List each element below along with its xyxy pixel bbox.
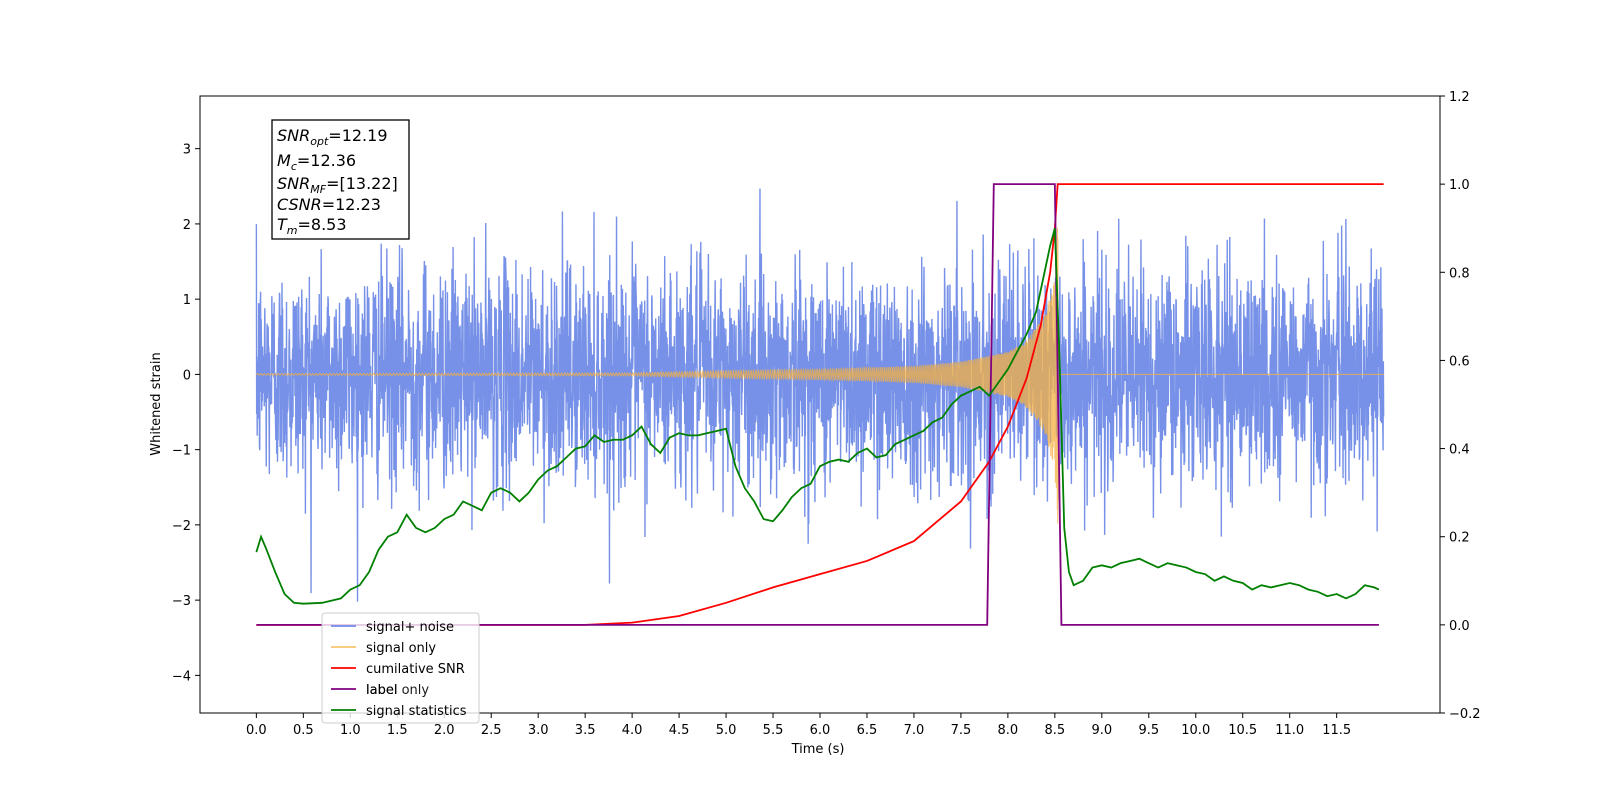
annotation-value: =12.19	[328, 126, 387, 145]
x-tick-label: 9.0	[1091, 723, 1112, 738]
y-axis-label: Whitened strain	[149, 352, 164, 455]
y-tick-label-right: 1.0	[1449, 178, 1470, 193]
y-tick-label-left: 2	[183, 218, 191, 233]
legend-signal-noise-text: signal+ noise	[366, 620, 454, 635]
legend-cumulative-snr-text: cumilative SNR	[366, 662, 465, 677]
series-signal-noise-line	[255, 188, 1385, 602]
y-tick-label-left: −1	[172, 444, 191, 459]
annotation-subscript: m	[287, 224, 298, 237]
x-tick-label: 6.5	[857, 723, 878, 738]
annotation-subscript: c	[291, 160, 297, 173]
annotation-value: =12.23	[322, 195, 381, 214]
y-tick-label-left: −4	[172, 669, 191, 684]
annotation-subscript: opt	[310, 135, 329, 148]
annotation-line: SNRopt=12.19	[277, 126, 388, 148]
x-tick-label: 3.0	[528, 723, 549, 738]
series-label-line	[256, 183, 1379, 626]
x-tick-label: 4.5	[669, 723, 690, 738]
x-tick-label: 8.5	[1045, 723, 1066, 738]
annotation-line: Mc=12.36	[277, 151, 356, 173]
y-tick-label-left: −2	[172, 519, 191, 534]
series-signal-statistics-line	[255, 227, 1380, 605]
y-tick-label-right: −0.2	[1449, 707, 1481, 722]
x-tick-label: 0.0	[246, 723, 267, 738]
x-axis: 0.0 0.5 1.0 1.5 2.0 2.5 3.0 3.5 4.0 4.5 5.0 5.5 6.0 6…	[246, 713, 1351, 738]
annotation-value: =8.53	[298, 215, 347, 234]
y-tick-label-right: 0.2	[1449, 531, 1470, 546]
legend-signal-statistics-text: signal statistics	[366, 704, 467, 719]
annotation-symbol: M	[277, 151, 291, 170]
stats-annotation-box: SNRopt=12.19Mc=12.36SNRMF=[13.22]CSNR=12…	[271, 119, 410, 240]
x-axis-label: Time (s)	[791, 742, 845, 757]
x-tick-label: 8.0	[998, 723, 1019, 738]
annotation-value: =12.36	[297, 151, 356, 170]
y-tick-label-left: 1	[183, 293, 191, 308]
x-tick-label: 6.0	[810, 723, 831, 738]
y-tick-label-left: 3	[183, 143, 191, 158]
y-tick-label-right: 0.6	[1449, 354, 1470, 369]
y-axis-left: −4 −3 −2 −1 0 1 2 3	[172, 143, 200, 684]
x-tick-label: 2.0	[434, 723, 455, 738]
x-tick-label: 4.0	[622, 723, 643, 738]
y-tick-label-right: 0.8	[1449, 266, 1470, 281]
annotation-value: =[13.22]	[326, 174, 398, 193]
x-tick-label: 3.5	[575, 723, 596, 738]
legend-box	[321, 612, 480, 724]
annotation-line: SNRMF=[13.22]	[277, 174, 398, 196]
y-tick-label-left: 0	[183, 368, 191, 383]
annotation-symbol: SNR	[277, 126, 310, 145]
annotation-box-border	[271, 119, 410, 240]
annotation-line: Tm=8.53	[277, 215, 347, 237]
y-tick-label-left: −3	[172, 594, 191, 609]
x-tick-label: 5.5	[763, 723, 784, 738]
y-tick-label-right: 1.2	[1449, 90, 1470, 105]
x-tick-label: 9.5	[1138, 723, 1159, 738]
annotation-line: CSNR=12.23	[277, 195, 381, 214]
legend: signal+ noise signal only cumilative SNR la…	[321, 612, 480, 724]
x-tick-label: 2.5	[481, 723, 502, 738]
legend-label-text: label	[366, 683, 397, 698]
x-tick-label: 5.0	[716, 723, 737, 738]
legend-signal-only-text: signal only	[366, 641, 436, 656]
annotation-symbol: CSNR	[277, 195, 322, 214]
x-tick-label: 10.0	[1181, 723, 1210, 738]
y-tick-label-right: 0.4	[1449, 443, 1470, 458]
y-axis-right: −0.2 0.0 0.2 0.4 0.6 0.8 1.0 1.2	[1440, 90, 1481, 722]
x-tick-label: 1.0	[340, 723, 361, 738]
x-tick-label: 7.0	[904, 723, 925, 738]
x-tick-label: 10.5	[1228, 723, 1257, 738]
legend-label-only-text: label only	[366, 683, 429, 698]
annotation-subscript: MF	[310, 183, 326, 196]
annotation-symbol: T	[277, 215, 288, 234]
annotation-symbol: SNR	[277, 174, 310, 193]
x-tick-label: 1.5	[387, 723, 408, 738]
x-tick-label: 7.5	[951, 723, 972, 738]
plot-area	[255, 183, 1385, 626]
x-tick-label: 11.5	[1322, 723, 1351, 738]
x-tick-label: 0.5	[293, 723, 314, 738]
x-tick-label: 11.0	[1275, 723, 1304, 738]
y-tick-label-right: 0.0	[1449, 619, 1470, 634]
series-cumulative-snr-line	[256, 183, 1384, 626]
series-signal-only-line	[255, 227, 1384, 524]
